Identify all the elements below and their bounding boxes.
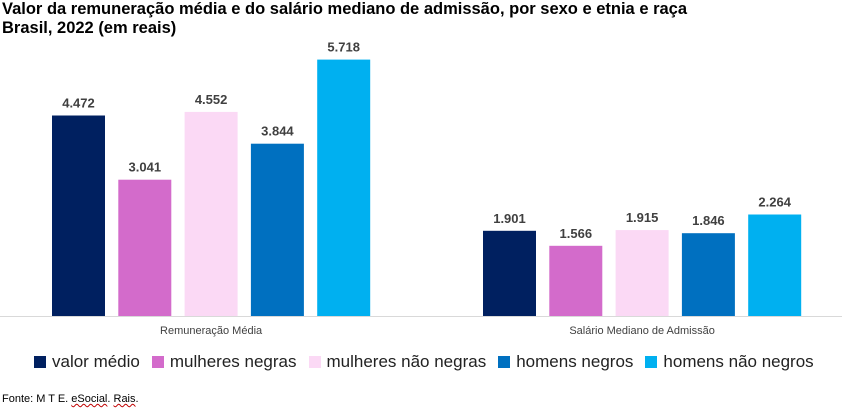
chart-title-line-2: Brasil, 2022 (em reais) <box>2 19 177 37</box>
data-label-3-group-1: 4.552 <box>195 92 228 107</box>
data-label-3-group-2: 1.915 <box>626 210 659 225</box>
data-label-4-group-1: 3.844 <box>261 124 294 139</box>
data-label-2-group-1: 3.041 <box>129 160 162 175</box>
legend-label-5: homens não negros <box>663 352 814 371</box>
legend-item-2: mulheres negras <box>151 352 297 372</box>
source-note: Fonte: M T E. eSocial. Rais. <box>2 393 139 405</box>
chart-title: Valor da remuneração média e do salário … <box>2 0 840 38</box>
source-rais: Rais <box>113 393 136 405</box>
legend-swatch-3 <box>308 356 321 368</box>
data-label-1-group-1: 4.472 <box>62 96 95 111</box>
data-label-5-group-2: 2.264 <box>758 195 791 210</box>
legend: valor médio mulheres negras mulheres não n… <box>34 350 826 374</box>
bar-1-group-1 <box>52 115 105 316</box>
source-prefix: Fonte: M T E. <box>2 393 72 405</box>
source-suffix: . <box>135 393 139 405</box>
bar-2-group-2 <box>549 245 603 316</box>
legend-item-3: mulheres não negras <box>308 352 487 372</box>
bar-2-group-1 <box>118 179 172 316</box>
bar-4-group-2 <box>681 233 735 316</box>
legend-label-2: mulheres negras <box>169 352 297 371</box>
data-label-4-group-2: 1.846 <box>692 213 725 228</box>
legend-item-1: valor médio <box>34 352 140 372</box>
bar-3-group-1 <box>184 111 238 317</box>
legend-swatch-1 <box>34 356 46 368</box>
category-label-2: Salário Mediano de Admissão <box>569 325 715 337</box>
data-label-2-group-2: 1.566 <box>560 226 593 241</box>
legend-label-4: homens negros <box>516 352 634 371</box>
legend-swatch-4 <box>498 356 511 368</box>
source-middle: . <box>107 393 114 405</box>
legend-item-5: homens não negros <box>645 352 814 372</box>
source-esocial: eSocial <box>71 393 108 405</box>
legend-swatch-5 <box>645 356 658 368</box>
bar-1-group-2 <box>483 230 536 316</box>
data-label-5-group-1: 5.718 <box>327 40 360 55</box>
bar-4-group-1 <box>250 143 304 316</box>
bar-3-group-2 <box>615 230 669 316</box>
bar-chart: 4.472 3.041 4.552 3.844 5.718 Remuneração Méd… <box>0 40 842 337</box>
legend-label-1: valor médio <box>52 352 140 371</box>
legend-swatch-2 <box>151 356 164 368</box>
bar-5-group-1 <box>317 59 371 316</box>
legend-item-4: homens negros <box>498 352 633 372</box>
category-label-1: Remuneração Média <box>160 325 263 337</box>
data-label-1-group-2: 1.901 <box>493 211 526 226</box>
legend-label-3: mulheres não negras <box>326 352 487 371</box>
chart-title-line-1: Valor da remuneração média e do salário … <box>2 0 688 18</box>
bar-5-group-2 <box>748 214 802 316</box>
